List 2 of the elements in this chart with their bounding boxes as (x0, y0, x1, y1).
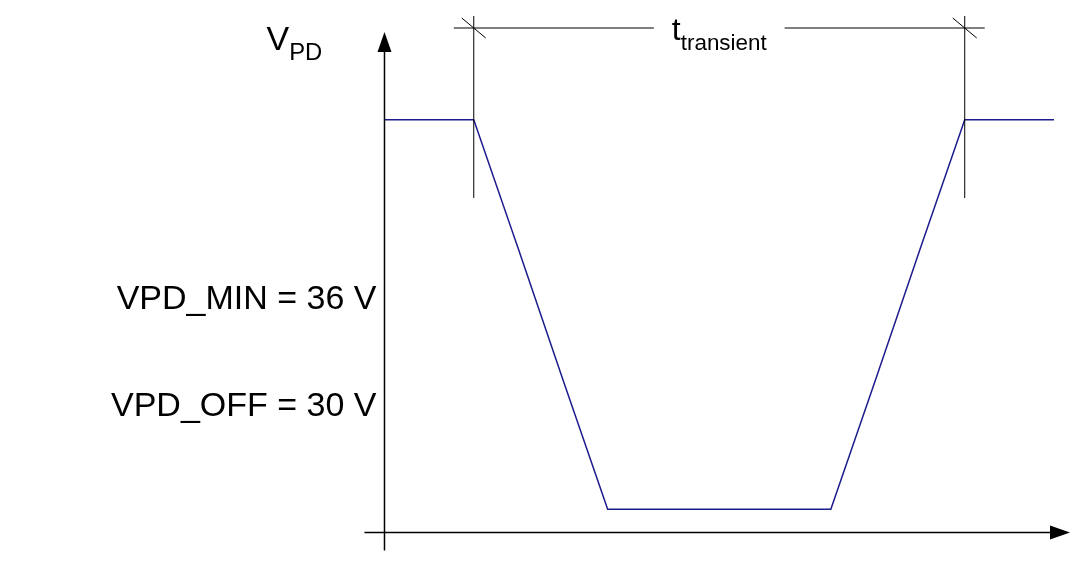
y-tick-label: VPD_OFF = 30 V (110, 385, 377, 424)
y-tick-label: VPD_MIN = 36 V (116, 277, 377, 316)
